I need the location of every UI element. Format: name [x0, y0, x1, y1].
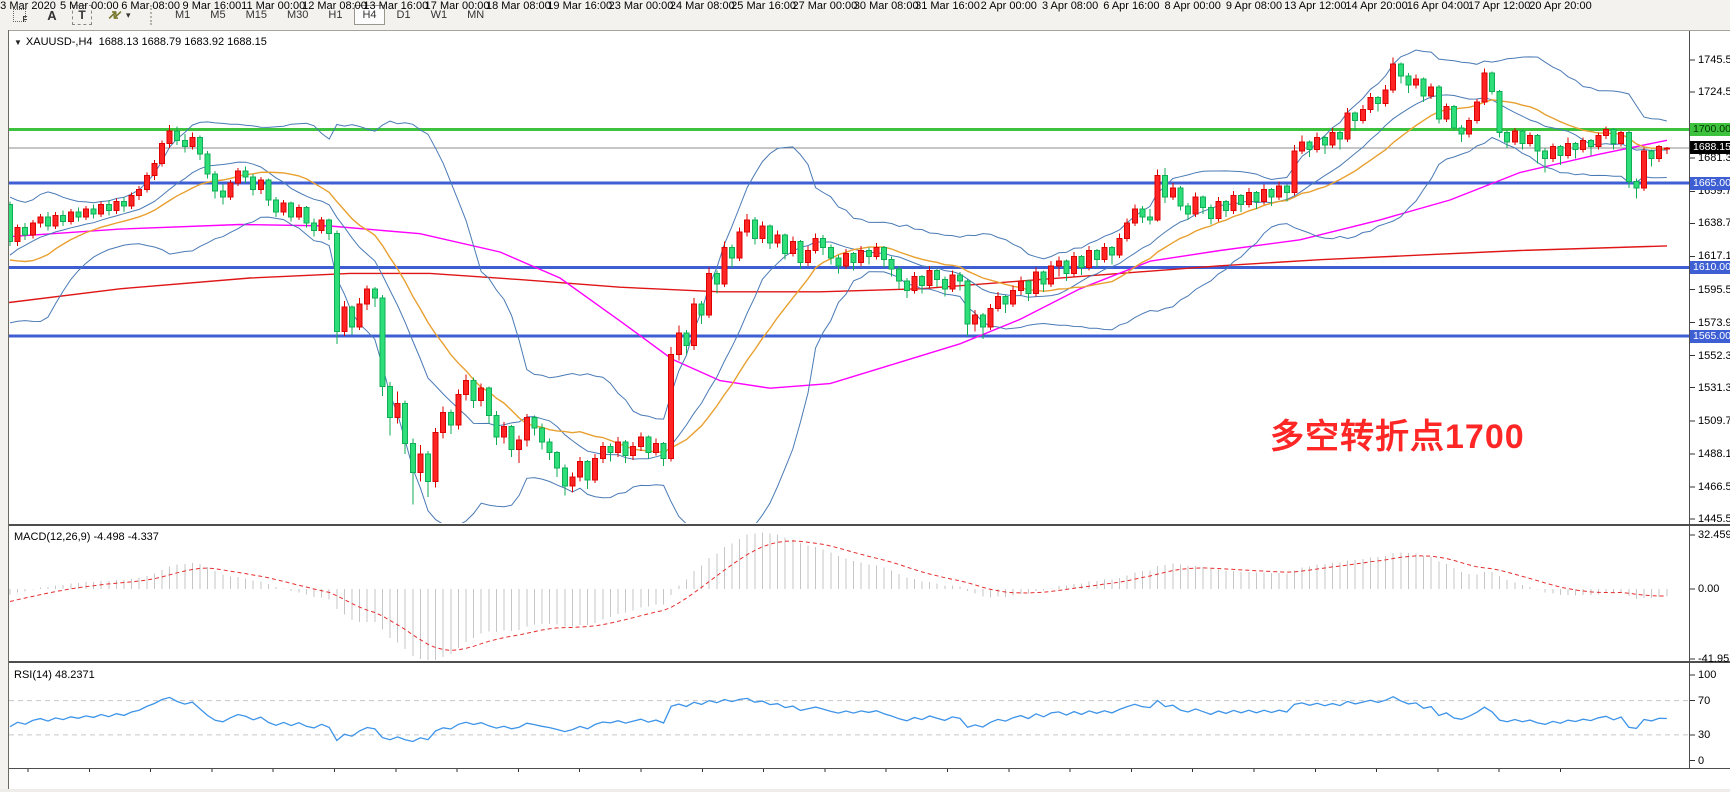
time-axis-label: 11 Mar 00:00: [241, 0, 306, 12]
macd-axis-tick: -41.95: [1698, 652, 1730, 665]
timeframe-button-w1[interactable]: W1: [430, 9, 448, 21]
price-axis-tick: 1573.90: [1698, 316, 1730, 329]
left-gutter: [0, 30, 9, 792]
price-axis-tick: 1638.70: [1698, 217, 1730, 230]
time-axis-label: 13 Apr 12:00: [1284, 0, 1347, 12]
grid-f-glyph: F: [22, 14, 28, 24]
rsi-label: RSI(14) 48.2371: [14, 669, 95, 681]
price-axis-tick: 1681.30: [1698, 152, 1730, 165]
time-axis-label: 18 Mar 08:00: [485, 0, 551, 12]
price-axis-tick: 1466.50: [1698, 480, 1730, 493]
dropdown-caret-icon[interactable]: ▾: [126, 9, 131, 20]
price-axis-tick: 1745.50: [1698, 54, 1730, 66]
time-axis-label: 5 Mar 00:00: [59, 0, 119, 12]
macd-axis-tick: 0.00: [1698, 583, 1720, 595]
timeframe-button-m30[interactable]: M30: [286, 9, 309, 21]
price-axis-separator: [1689, 31, 1690, 768]
grid-glyph: [12, 8, 26, 22]
price-level-label: 1610.00: [1690, 260, 1730, 274]
price-level-label: 1565.00: [1690, 329, 1730, 343]
time-axis-label: 8 Apr 00:00: [1164, 0, 1221, 12]
timeframe-button-h4[interactable]: H4: [354, 5, 385, 25]
price-axis-tick: 1509.70: [1698, 414, 1730, 427]
price-axis-tick: 1595.50: [1698, 283, 1730, 296]
toolbar-grip[interactable]: [150, 5, 157, 25]
price-axis-tick: 1617.10: [1698, 250, 1730, 263]
time-axis-label: 23 Mar 00:00: [608, 0, 674, 12]
bottom-strip: [0, 789, 1730, 792]
time-axis-label: 16 Apr 04:00: [1406, 0, 1470, 12]
symbol-period: XAUUSD-,H4: [25, 36, 93, 48]
timeframe-button-m1[interactable]: M1: [175, 9, 191, 21]
time-axis-label: 3 Mar 2020: [0, 0, 56, 12]
time-axis-label: 2 Apr 00:00: [980, 0, 1037, 12]
rsi-panel-bottom-border: [0, 768, 1730, 769]
price-axis-tick: 1445.50: [1698, 513, 1730, 526]
time-axis-label: 6 Apr 16:00: [1103, 0, 1160, 12]
time-axis-label: 9 Apr 08:00: [1225, 0, 1283, 12]
chart-menu-caret-icon[interactable]: ▼: [14, 38, 22, 47]
price-axis-tick: 1552.30: [1698, 349, 1730, 362]
macd-panel-bottom-border[interactable]: [0, 661, 1730, 663]
text-label-icon[interactable]: T: [72, 5, 92, 25]
time-axis-label: 9 Mar 16:00: [182, 0, 242, 12]
time-axis-label: 20 Apr 20:00: [1529, 0, 1592, 12]
time-axis-label: 24 Mar 08:00: [669, 0, 735, 12]
price-axis-tick: 1488.10: [1698, 447, 1730, 460]
timeframe-button-m5[interactable]: M5: [210, 9, 226, 21]
rsi-axis-tick: 0: [1698, 754, 1705, 767]
tile-windows-icon[interactable]: F: [8, 4, 32, 26]
time-axis-label: 27 Mar 00:00: [792, 0, 858, 12]
price-level-label: 1688.15: [1690, 141, 1730, 155]
time-axis-label: 13 Mar 16:00: [363, 0, 429, 12]
price-level-label: 1665.00: [1690, 176, 1730, 190]
timeframe-button-m15[interactable]: M15: [245, 9, 267, 21]
rsi-value: 48.2371: [54, 669, 95, 681]
chart-title: ▼ XAUUSD-,H4 1688.13 1688.79 1683.92 1688…: [14, 36, 267, 48]
rsi-axis-tick: 100: [1698, 669, 1717, 681]
timeframe-button-d1[interactable]: D1: [396, 9, 411, 21]
chart-annotation-text[interactable]: 多空转折点1700: [1270, 418, 1525, 456]
font-icon[interactable]: A: [47, 7, 57, 23]
timeframe-toolbar: M1 M5 M15 M30 H1 H4 D1 W1 MN: [165, 5, 494, 25]
timeframe-button-mn[interactable]: MN: [467, 9, 485, 21]
time-axis-label: 17 Apr 12:00: [1467, 0, 1531, 12]
cursor-arrows-icon[interactable]: ↗↙: [107, 7, 123, 22]
rsi-name: RSI(14): [14, 669, 52, 681]
time-axis-label: 25 Mar 16:00: [731, 0, 797, 12]
time-axis-label: 17 Mar 00:00: [424, 0, 490, 12]
rsi-axis-tick: 30: [1698, 728, 1711, 741]
time-axis-label: 31 Mar 16:00: [915, 0, 980, 12]
timeframe-button-h1[interactable]: H1: [328, 9, 343, 21]
ohlc-values: 1688.13 1688.79 1683.92 1688.15: [98, 36, 267, 48]
macd-values: -4.498 -4.337: [93, 531, 159, 543]
rsi-axis-tick: 70: [1698, 694, 1711, 707]
price-axis-tick: 1724.50: [1698, 86, 1730, 99]
time-axis-label: 19 Mar 16:00: [547, 0, 613, 12]
time-axis-label: 3 Apr 08:00: [1041, 0, 1099, 12]
macd-label: MACD(12,26,9) -4.498 -4.337: [14, 531, 159, 543]
time-axis-label: 14 Apr 20:00: [1345, 0, 1408, 12]
main-panel-bottom-border[interactable]: [0, 524, 1730, 526]
time-axis-label: 12 Mar 08:00: [302, 0, 367, 12]
time-axis-label: 6 Mar 08:00: [121, 0, 180, 12]
price-axis-tick: 1531.30: [1698, 381, 1730, 394]
time-axis-label: 30 Mar 08:00: [853, 0, 919, 12]
macd-axis-tick: 32.459: [1698, 528, 1730, 541]
price-level-label: 1700.00: [1690, 123, 1730, 137]
macd-name: MACD(12,26,9): [14, 531, 91, 543]
toolbar: F A T ↗↙ ▾ M1 M5 M15 M30 H1 H4 D1 W1 MN: [0, 0, 1730, 31]
